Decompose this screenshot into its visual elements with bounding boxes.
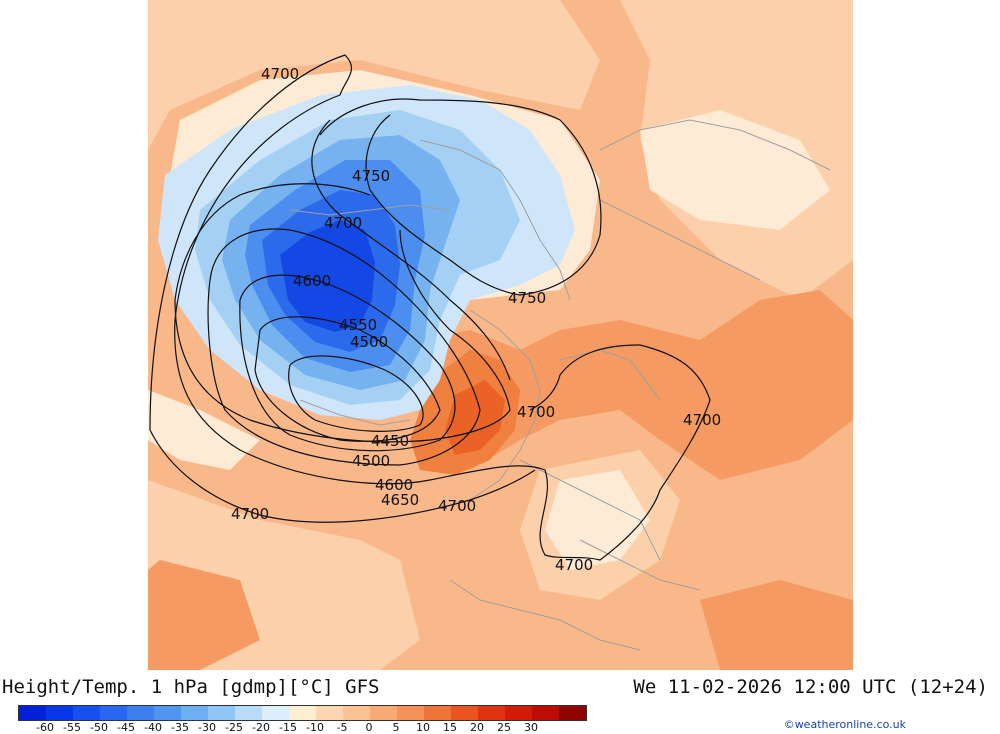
legend-tick-label: 10	[416, 721, 430, 734]
legend-swatch	[532, 706, 559, 720]
contour-label: 4700	[555, 556, 593, 574]
contour-label: 4550	[339, 316, 377, 334]
legend-swatch	[289, 706, 316, 720]
legend-tick-label: -55	[63, 721, 81, 734]
legend-tick-label: -5	[336, 721, 348, 734]
chart-title: Height/Temp. 1 hPa [gdmp][°C] GFS	[2, 676, 380, 698]
legend-swatch	[208, 706, 235, 720]
contour-label: 4750	[508, 289, 546, 307]
legend-tick-label: 0	[365, 721, 373, 734]
legend-tick-label: -60	[36, 721, 54, 734]
legend-swatch	[424, 706, 451, 720]
legend-swatch	[73, 706, 100, 720]
legend-tick-label: 30	[524, 721, 538, 734]
legend-swatch	[19, 706, 46, 720]
legend-tick-label: 15	[443, 721, 457, 734]
legend-swatch	[397, 706, 424, 720]
legend-ticks: -60 -55 -50 -45 -40 -35 -30 -25 -20 -15 -10 -5 0 5 10 1…	[18, 721, 564, 734]
legend-swatch	[343, 706, 370, 720]
legend-tick-label: -10	[306, 721, 324, 734]
legend-swatch	[154, 706, 181, 720]
contour-label: 4500	[350, 333, 388, 351]
contour-label: 4750	[352, 167, 390, 185]
contour-label: 4700	[438, 497, 476, 515]
height-contours	[149, 54, 711, 561]
contour-label: 4650	[381, 491, 419, 509]
legend-tick-label: 20	[470, 721, 484, 734]
legend-swatch	[316, 706, 343, 720]
valid-time: We 11-02-2026 12:00 UTC (12+24)	[633, 676, 988, 698]
weather-map: 4700 4750 4700 4600 4550 4500 4750 4700 …	[148, 0, 853, 670]
legend-swatch	[181, 706, 208, 720]
contour-label: 4700	[683, 411, 721, 429]
warm-core	[410, 350, 520, 475]
contour-label: 4450	[371, 432, 409, 450]
contour-labels: 4700 4750 4700 4600 4550 4500 4750 4700 …	[231, 65, 721, 574]
legend-swatch	[505, 706, 532, 720]
contour-label: 4700	[517, 403, 555, 421]
legend-swatch	[478, 706, 505, 720]
legend-tick-label: -25	[225, 721, 243, 734]
contour-label: 4700	[231, 505, 269, 523]
legend-tick-label: 5	[392, 721, 400, 734]
contour-label: 4700	[261, 65, 299, 83]
contour-label: 4600	[293, 272, 331, 290]
legend-tick-label: -15	[279, 721, 297, 734]
legend-swatch	[100, 706, 127, 720]
legend-swatch	[559, 706, 586, 720]
legend-tick-label: -20	[252, 721, 270, 734]
legend-swatch	[127, 706, 154, 720]
contour-label: 4700	[324, 214, 362, 232]
legend-swatch	[370, 706, 397, 720]
color-legend	[18, 705, 587, 721]
legend-swatch	[451, 706, 478, 720]
legend-tick-label: -45	[117, 721, 135, 734]
legend-swatch	[262, 706, 289, 720]
legend-swatch	[235, 706, 262, 720]
legend-tick-label: -40	[144, 721, 162, 734]
legend-swatch	[46, 706, 73, 720]
credit-link[interactable]: ©weatheronline.co.uk	[783, 718, 906, 731]
legend-tick-label: 25	[497, 721, 511, 734]
contour-label: 4600	[375, 476, 413, 494]
legend-tick-label: -50	[90, 721, 108, 734]
contour-label: 4500	[352, 452, 390, 470]
legend-tick-label: -35	[171, 721, 189, 734]
legend-tick-label: -30	[198, 721, 216, 734]
